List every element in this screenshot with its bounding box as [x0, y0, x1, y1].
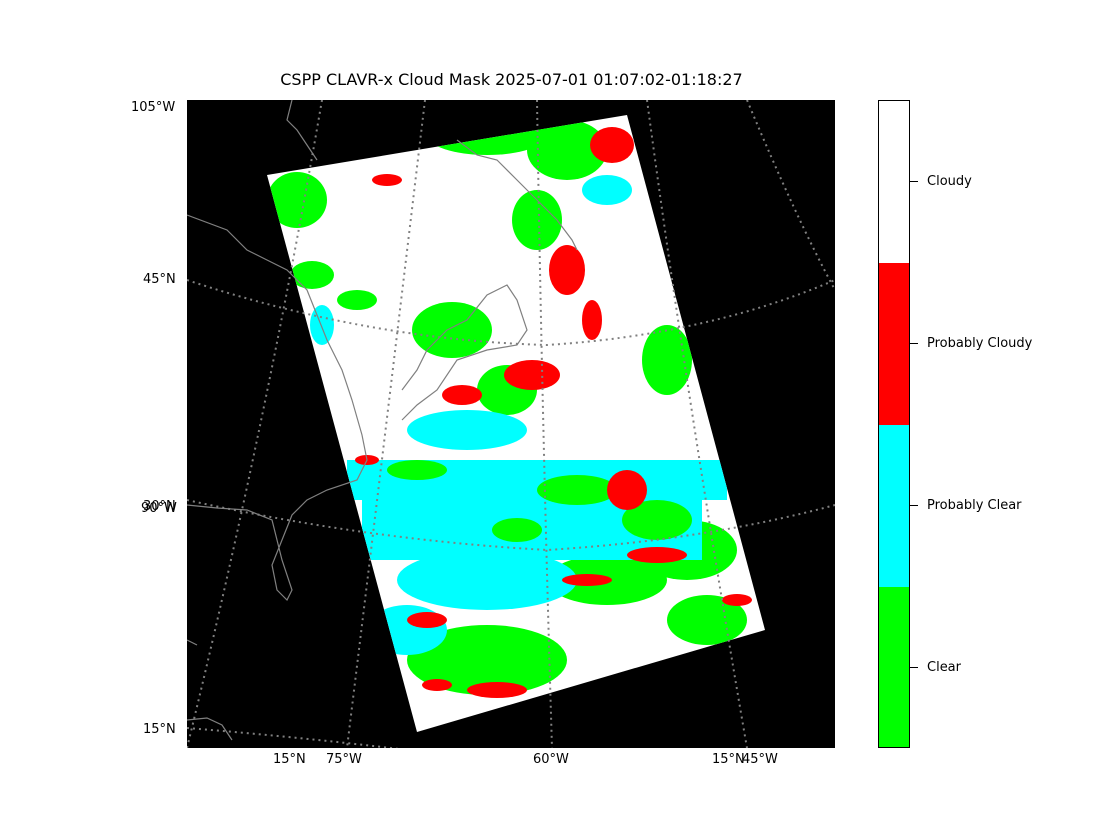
plot-title: CSPP CLAVR-x Cloud Mask 2025-07-01 01:07… — [280, 70, 743, 89]
colorbar-label: Clear — [927, 660, 961, 675]
colorbar-segment-cloudy — [879, 101, 909, 263]
lat-label: 105°W — [131, 100, 176, 115]
lat-label: 15°N — [143, 722, 176, 737]
lon-label: 75°W — [326, 752, 362, 767]
colorbar-segment-clear — [879, 587, 909, 747]
colorbar-tick — [910, 181, 918, 182]
colorbar-tick — [910, 343, 918, 344]
lon-label: 60°W — [533, 752, 569, 767]
lon-label: 15°N — [712, 752, 745, 767]
lat-label: 30°N — [143, 499, 176, 514]
lat-label: 45°N — [143, 272, 176, 287]
coastlines — [187, 100, 578, 741]
colorbar-segment-probably-clear — [879, 425, 909, 587]
colorbar-segment-probably-cloudy — [879, 263, 909, 425]
colorbar-tick — [910, 505, 918, 506]
colorbar-label: Probably Cloudy — [927, 336, 1033, 351]
map-canvas — [187, 100, 835, 748]
lon-label: 15°N — [273, 752, 306, 767]
lat-label: 90°W — [141, 501, 177, 516]
colorbar-tick — [910, 667, 918, 668]
colorbar-label: Probably Clear — [927, 498, 1022, 513]
graticule — [187, 100, 835, 748]
colorbar-label: Cloudy — [927, 174, 972, 189]
lon-label: 45°W — [742, 752, 778, 767]
colorbar — [878, 100, 910, 748]
cloud-mask-map — [187, 100, 835, 748]
